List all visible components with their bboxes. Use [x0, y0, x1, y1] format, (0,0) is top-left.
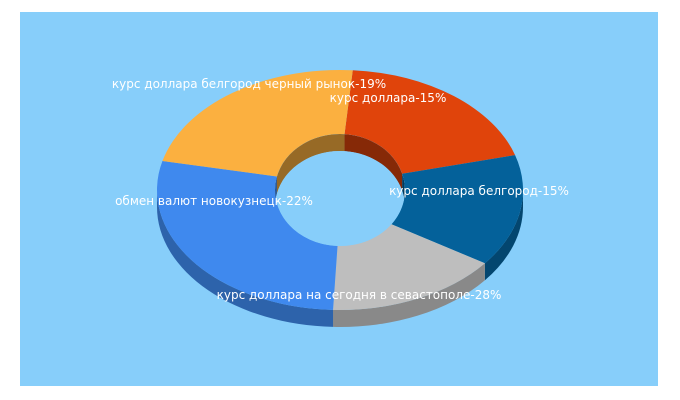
donut-top-layer — [157, 70, 523, 310]
slice-1[interactable] — [344, 70, 516, 174]
slice-label-5: обмен валют новокузнецк-22% — [115, 194, 313, 208]
slice-labels: курс доллара белгород черный рынок-19%ку… — [112, 77, 569, 302]
slice-2[interactable] — [391, 155, 523, 264]
slice-label-2: курс доллара-15% — [330, 91, 447, 105]
donut-side-layer — [157, 190, 523, 327]
donut-hole — [275, 134, 405, 246]
slice-label-3: курс доллара белгород-15% — [389, 184, 569, 198]
slice-side-3 — [333, 263, 485, 327]
chart-panel: курс доллара белгород черный рынок-19% ку… — [20, 12, 658, 386]
slice-5[interactable] — [162, 70, 353, 177]
slice-side-4 — [157, 190, 334, 327]
slice-label-1: курс доллара белгород черный рынок-19% — [112, 77, 386, 91]
inner-wall-1 — [344, 134, 403, 191]
slice-4[interactable] — [157, 160, 338, 310]
slice-3[interactable] — [333, 224, 485, 310]
hole-floor — [275, 151, 405, 246]
slice-label-4: курс доллара на сегодня в севастополе-28… — [217, 288, 502, 302]
inner-wall-5 — [276, 134, 345, 194]
donut-chart: курс доллара белгород черный рынок-19%ку… — [20, 12, 658, 386]
slice-side-2 — [484, 190, 523, 281]
